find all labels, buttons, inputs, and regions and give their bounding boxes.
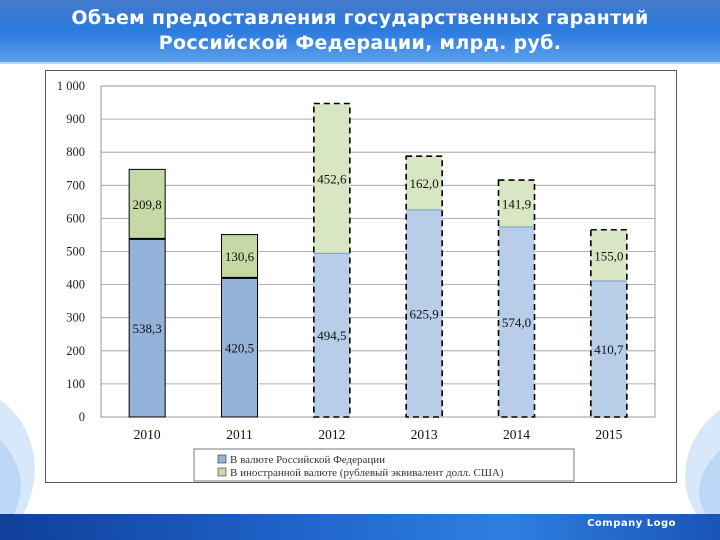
- slide-title-line-2: Российской Федерации, млрд. руб.: [158, 32, 562, 54]
- data-label-fx-2014: 141,9: [502, 197, 531, 212]
- data-label-rub-2014: 574,0: [502, 315, 531, 330]
- y-tick-label: 800: [66, 145, 85, 159]
- x-tick-label: 2010: [134, 427, 161, 442]
- data-label-fx-2010: 209,8: [133, 197, 162, 212]
- bars: 538,3 209,8 420,5 130,6 494,5 452,6 625,9 162,0…: [128, 102, 628, 418]
- y-tick-label: 400: [66, 278, 85, 292]
- bar-forecast-outline-2013: [405, 155, 443, 418]
- bar-fx-2015: [590, 229, 627, 282]
- data-label-fx-2011: 130,6: [225, 249, 255, 264]
- y-tick-label: 200: [66, 344, 85, 358]
- legend-box: [193, 448, 575, 482]
- left-wave-decoration: [0, 400, 35, 520]
- data-label-fx-2015: 155,0: [594, 248, 623, 263]
- data-label-rub-2010: 538,3: [133, 321, 162, 336]
- bar-group-2014: 574,0 141,9: [497, 179, 536, 418]
- bar-rub-2015: [590, 281, 627, 417]
- y-tick-label: 100: [66, 377, 85, 391]
- slide-title: Объем предоставления государственных гар…: [0, 6, 720, 56]
- bar-rub-2014: [498, 227, 535, 417]
- title-bar-gloss: [0, 0, 720, 30]
- bar-group-2010: 538,3 209,8: [128, 168, 166, 418]
- bar-fx-2011: [221, 234, 258, 279]
- bar-fx-2013: [406, 156, 443, 210]
- footer-bar: [0, 514, 720, 540]
- x-tick-label: 2011: [226, 427, 253, 442]
- y-tick-label: 700: [66, 178, 85, 192]
- y-tick-label: 600: [66, 211, 85, 225]
- company-logo: Company Logo: [587, 518, 676, 529]
- y-axis-tick-labels: 0 100 200 300 400 500 600 700 800 900 1 000: [57, 79, 85, 424]
- x-axis-tick-labels: 2010 2011 2012 2013 2014 2015: [134, 427, 623, 442]
- slide-title-line-1: Объем предоставления государственных гар…: [71, 7, 649, 29]
- bar-forecast-outline-2015: [590, 228, 628, 418]
- data-label-rub-2013: 625,9: [410, 306, 439, 321]
- data-label-rub-2012: 494,5: [317, 328, 346, 343]
- legend-label-rub: В валюте Российской Федерации: [230, 454, 385, 466]
- stacked-bar-chart: 0 100 200 300 400 500 600 700 800 900 1 000 538,3 2…: [57, 79, 656, 482]
- bar-forecast-outline-2014: [497, 179, 536, 418]
- bar-group-2013: 625,9 162,0: [405, 155, 443, 418]
- title-underline: [0, 62, 720, 64]
- y-tick-label: 1 000: [57, 79, 85, 93]
- bar-fx-2012: [313, 103, 350, 254]
- bar-rub-2013: [406, 209, 443, 417]
- bar-group-2012: 494,5 452,6: [313, 102, 351, 418]
- y-tick-label: 300: [66, 311, 85, 325]
- x-tick-label: 2012: [318, 427, 345, 442]
- gridlines: [100, 85, 656, 418]
- data-label-rub-2011: 420,5: [225, 340, 254, 355]
- data-label-fx-2012: 452,6: [317, 171, 347, 186]
- right-wave-decoration: [685, 410, 720, 520]
- bar-forecast-outline-2012: [313, 102, 351, 418]
- legend-swatch-fx: [217, 467, 227, 477]
- y-tick-label: 0: [79, 410, 85, 424]
- data-label-rub-2015: 410,7: [594, 342, 624, 357]
- x-tick-label: 2015: [595, 427, 622, 442]
- data-label-fx-2013: 162,0: [410, 176, 439, 191]
- legend: В валюте Российской Федерации В иностран…: [193, 448, 575, 482]
- bar-group-2015: 410,7 155,0: [590, 228, 628, 418]
- y-tick-label: 500: [66, 245, 85, 259]
- bar-group-2011: 420,5 130,6: [221, 234, 258, 418]
- bar-rub-2011: [221, 277, 258, 418]
- bar-fx-2014: [498, 180, 535, 228]
- y-tick-label: 900: [66, 112, 85, 126]
- title-bar: [0, 0, 720, 62]
- chart-frame: 0 100 200 300 400 500 600 700 800 900 1 000 538,3 2…: [45, 70, 677, 483]
- legend-swatch-rub: [217, 454, 227, 464]
- legend-label-fx: В иностранной валюте (рублевый эквивален…: [230, 467, 504, 479]
- x-tick-label: 2013: [411, 427, 438, 442]
- bar-fx-2010: [128, 168, 166, 240]
- x-tick-label: 2014: [503, 427, 530, 442]
- bar-rub-2010: [128, 238, 166, 418]
- bar-rub-2012: [313, 253, 350, 417]
